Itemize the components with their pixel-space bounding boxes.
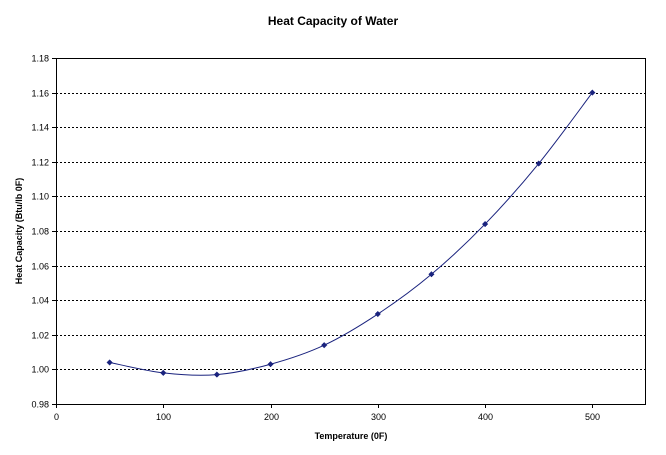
y-tick-label: 1.14: [31, 123, 49, 133]
chart-title: Heat Capacity of Water: [268, 14, 399, 28]
data-point: [481, 220, 489, 228]
y-tick-label: 1.12: [31, 158, 49, 168]
x-tick-label: 300: [371, 412, 386, 422]
x-tick-label: 400: [478, 412, 493, 422]
grid: [56, 58, 646, 370]
y-tick-label: 1.08: [31, 227, 49, 237]
data-point: [535, 160, 542, 167]
data-point: [374, 310, 381, 318]
y-axis-title: Heat Capacity (Btu/lb 0F): [14, 178, 24, 285]
data-point: [267, 361, 274, 368]
data-point: [213, 371, 221, 378]
y-tick-label: 1.10: [31, 192, 49, 202]
x-axis-title: Temperature (0F): [315, 431, 388, 441]
y-tick-label: 1.02: [31, 331, 49, 341]
data-point: [321, 342, 328, 349]
x-tick-label: 100: [156, 412, 171, 422]
series-line: [109, 92, 593, 376]
x-tick-label: 500: [585, 412, 600, 422]
y-tick-label: 1.06: [31, 262, 49, 272]
x-tick-label: 0: [54, 412, 59, 422]
y-tick-label: 1.16: [31, 89, 49, 99]
y-tick-label: 1.18: [31, 54, 49, 64]
data-point: [160, 369, 167, 377]
data-point: [106, 359, 113, 366]
data-point: [428, 271, 435, 278]
y-tick-label: 1.04: [31, 296, 49, 306]
y-tick-label: 1.00: [31, 365, 49, 375]
y-tick-label: 0.98: [31, 400, 49, 410]
series: [106, 89, 596, 378]
axes: [52, 58, 646, 408]
data-point: [589, 89, 596, 96]
tick-labels: 0.98 1.00 1.02 1.04 1.06 1.08 1.10 1.12 1.14 1.16…: [31, 54, 600, 423]
x-tick-label: 200: [264, 412, 279, 422]
